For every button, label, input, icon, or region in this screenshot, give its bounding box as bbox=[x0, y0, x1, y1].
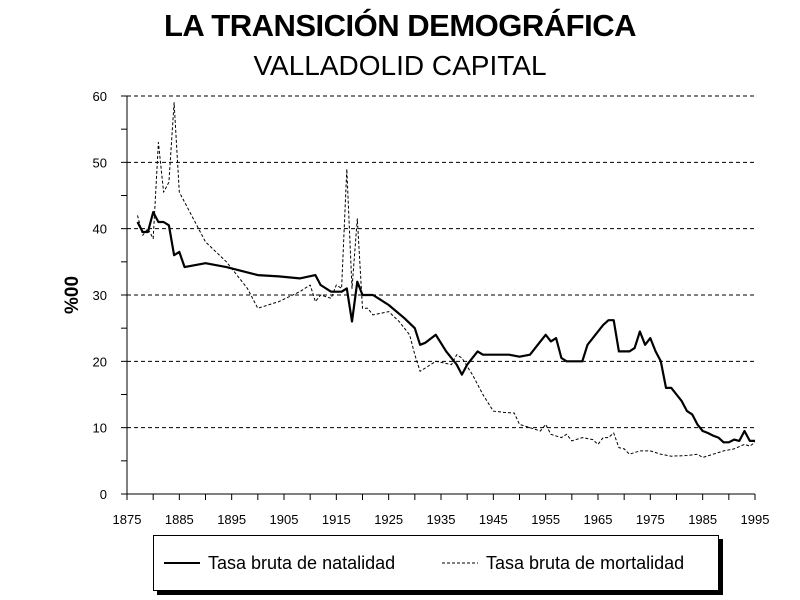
y-tick-label-0: 0 bbox=[100, 487, 107, 502]
x-tick-label-1885: 1885 bbox=[165, 512, 194, 527]
x-tick-label-1925: 1925 bbox=[374, 512, 403, 527]
legend: Tasa bruta de natalidad Tasa bruta de mo… bbox=[153, 535, 719, 591]
series-line-mortalidad bbox=[137, 102, 756, 458]
x-tick-label-1895: 1895 bbox=[217, 512, 246, 527]
y-tick-label-60: 60 bbox=[93, 89, 107, 104]
legend-swatch-solid bbox=[164, 562, 200, 564]
legend-item-mortalidad: Tasa bruta de mortalidad bbox=[442, 552, 684, 574]
y-tick-label-30: 30 bbox=[93, 288, 107, 303]
chart-title: LA TRANSICIÓN DEMOGRÁFICA bbox=[164, 8, 637, 43]
x-tick-label-1905: 1905 bbox=[270, 512, 299, 527]
x-tick-label-1985: 1985 bbox=[688, 512, 717, 527]
grid-layer bbox=[127, 95, 755, 429]
x-tick-label-1965: 1965 bbox=[584, 512, 613, 527]
y-tick-label-50: 50 bbox=[93, 155, 107, 170]
x-tick-label-1875: 1875 bbox=[113, 512, 142, 527]
y-axis-label: %00 bbox=[62, 276, 83, 314]
chart-subtitle: VALLADOLID CAPITAL bbox=[253, 50, 547, 81]
legend-item-natalidad: Tasa bruta de natalidad bbox=[164, 552, 395, 574]
series-layer bbox=[136, 102, 756, 458]
y-tick-label-20: 20 bbox=[93, 354, 107, 369]
axis-layer: 0 10 20 30 40 50 60 1875 1885 1895 1905 1915 1925 193… bbox=[93, 89, 770, 527]
x-tick-label-1955: 1955 bbox=[531, 512, 560, 527]
legend-swatch-dashed bbox=[442, 562, 478, 564]
legend-label-mortalidad: Tasa bruta de mortalidad bbox=[486, 552, 685, 573]
x-tick-label-1915: 1915 bbox=[322, 512, 351, 527]
x-tick-label-1935: 1935 bbox=[427, 512, 456, 527]
x-tick-label-1945: 1945 bbox=[479, 512, 508, 527]
legend-label-natalidad: Tasa bruta de natalidad bbox=[208, 552, 396, 573]
y-tick-label-10: 10 bbox=[93, 421, 107, 436]
series-line-natalidad bbox=[136, 211, 755, 444]
x-tick-label-1995: 1995 bbox=[741, 512, 770, 527]
x-tick-label-1975: 1975 bbox=[636, 512, 665, 527]
y-tick-label-40: 40 bbox=[93, 222, 107, 237]
